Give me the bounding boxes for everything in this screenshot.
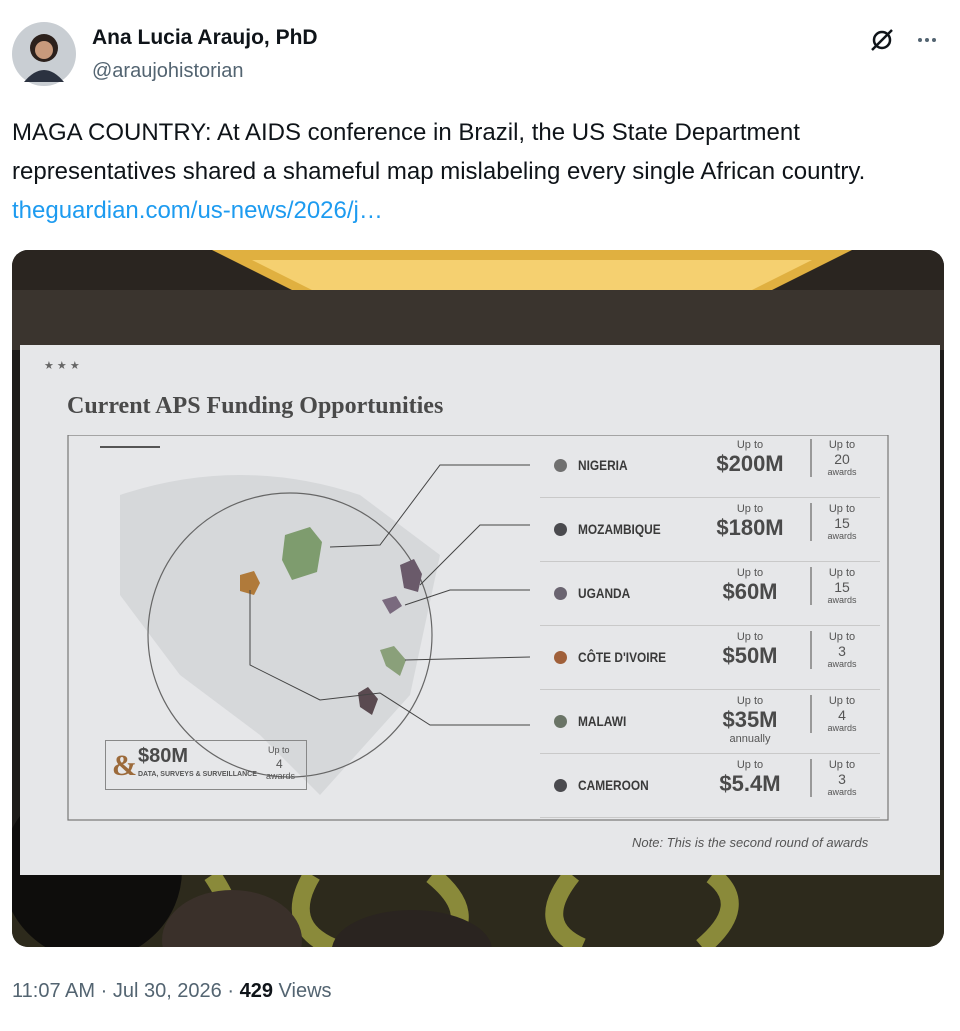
- slide-note: Note: This is the second round of awards: [632, 835, 869, 850]
- slide: ★ ★ ★ Current APS Funding Opportunities …: [20, 345, 940, 875]
- avatar[interactable]: [12, 22, 76, 86]
- amount: $35M: [722, 707, 778, 732]
- awards-label: awards: [827, 595, 857, 605]
- amount-up-to: Up to: [736, 759, 764, 771]
- amount-up-to: Up to: [736, 567, 764, 579]
- amount: $200M: [716, 451, 784, 476]
- funding-row: CÔTE D'IVOIRE Up to $50M Up to 3 awards: [540, 627, 880, 690]
- extra-awards-label: awards: [266, 771, 296, 781]
- amount: $60M: [722, 579, 778, 604]
- amount-cell: Up to $60M: [690, 567, 810, 605]
- awards-count: 3: [838, 771, 846, 787]
- post-date[interactable]: Jul 30, 2026: [112, 980, 222, 1002]
- amount-cell: Up to $200M: [690, 439, 810, 477]
- extra-box: & $80M DATA, SURVEYS & SURVEILLANCE Up t…: [105, 740, 307, 790]
- country-name: UGANDA: [578, 585, 631, 601]
- funding-row: MOZAMBIQUE Up to $180M Up to 15 awards: [540, 499, 880, 562]
- amount: $50M: [722, 643, 778, 668]
- awards-up-to: Up to: [828, 759, 856, 771]
- country-name: MOZAMBIQUE: [578, 521, 661, 537]
- extra-awards: 4: [276, 757, 283, 771]
- post-icons[interactable]: [870, 28, 950, 52]
- slide-stars: ★ ★ ★: [44, 360, 80, 372]
- amount-cell: Up to $5.4M: [690, 759, 810, 797]
- awards-count: 3: [838, 643, 846, 659]
- view-count: 429: [239, 980, 273, 1002]
- extra-label: DATA, SURVEYS & SURVEILLANCE: [138, 771, 257, 778]
- country-name: CÔTE D'IVOIRE: [578, 649, 667, 665]
- awards-count: 20: [834, 451, 850, 467]
- awards-label: awards: [827, 659, 857, 669]
- funding-row: MALAWI Up to $35M annually Up to 4 awards: [540, 691, 880, 754]
- awards-cell: Up to 3 awards: [810, 759, 872, 797]
- funding-row: NIGERIA Up to $200M Up to 20 awards: [540, 435, 880, 498]
- row-dot: [554, 587, 567, 600]
- row-dot: [554, 459, 567, 472]
- row-dot: [554, 651, 567, 664]
- extra-amount: $80M: [138, 745, 189, 767]
- awards-cell: Up to 20 awards: [810, 439, 872, 477]
- author-name[interactable]: Ana Lucia Araujo, PhD: [92, 26, 318, 49]
- awards-up-to: Up to: [828, 631, 856, 643]
- awards-up-to: Up to: [828, 439, 856, 451]
- slide-map: [67, 435, 889, 821]
- awards-cell: Up to 15 awards: [810, 567, 872, 605]
- amount-up-to: Up to: [736, 503, 764, 515]
- post-time: 11:07 AM: [12, 980, 96, 1002]
- awards-label: awards: [827, 723, 857, 733]
- views-label: Views: [278, 980, 332, 1002]
- awards-up-to: Up to: [828, 503, 856, 515]
- amount: $180M: [716, 515, 784, 540]
- amount-cell: Up to $50M: [690, 631, 810, 669]
- author-handle[interactable]: @araujohistorian: [92, 60, 244, 82]
- post-meta: 11:07 AM · Jul 30, 2026 · 429 Views: [12, 980, 332, 1003]
- extra-symbol: &: [112, 749, 137, 782]
- row-dot: [554, 715, 567, 728]
- slide-title: Current APS Funding Opportunities: [67, 393, 444, 419]
- awards-label: awards: [827, 467, 857, 477]
- separator: ·: [227, 980, 235, 1002]
- awards-cell: Up to 15 awards: [810, 503, 872, 541]
- amount-up-to: Up to: [736, 695, 764, 707]
- amount-cell: Up to $180M: [690, 503, 810, 541]
- row-dot: [554, 523, 567, 536]
- country-name: MALAWI: [578, 713, 627, 729]
- amount: $5.4M: [719, 771, 781, 796]
- amount-note: annually: [729, 733, 771, 745]
- post-text: MAGA COUNTRY: At AIDS conference in Braz…: [12, 113, 947, 230]
- amount-up-to: Up to: [736, 439, 764, 451]
- awards-count: 15: [834, 579, 850, 595]
- awards-up-to: Up to: [828, 567, 856, 579]
- amount-cell: Up to $35M annually: [690, 695, 810, 745]
- amount-up-to: Up to: [736, 631, 764, 643]
- awards-count: 4: [838, 707, 846, 723]
- post-body: MAGA COUNTRY: At AIDS conference in Braz…: [12, 119, 866, 185]
- awards-cell: Up to 3 awards: [810, 631, 872, 669]
- post-link[interactable]: theguardian.com/us-news/2026/j…: [12, 197, 383, 224]
- country-name: NIGERIA: [578, 457, 628, 473]
- awards-label: awards: [827, 787, 857, 797]
- row-dot: [554, 779, 567, 792]
- post-photo[interactable]: ★ ★ ★ Current APS Funding Opportunities …: [12, 250, 944, 947]
- awards-up-to: Up to: [828, 695, 856, 707]
- country-name: CAMEROON: [578, 777, 649, 793]
- awards-cell: Up to 4 awards: [810, 695, 872, 733]
- awards-count: 15: [834, 515, 850, 531]
- extra-up-to: Up to: [268, 745, 290, 755]
- funding-row: CAMEROON Up to $5.4M Up to 3 awards: [540, 755, 880, 818]
- funding-row: UGANDA Up to $60M Up to 15 awards: [540, 563, 880, 626]
- room-background: [12, 250, 944, 947]
- separator: ·: [100, 980, 108, 1002]
- awards-label: awards: [827, 531, 857, 541]
